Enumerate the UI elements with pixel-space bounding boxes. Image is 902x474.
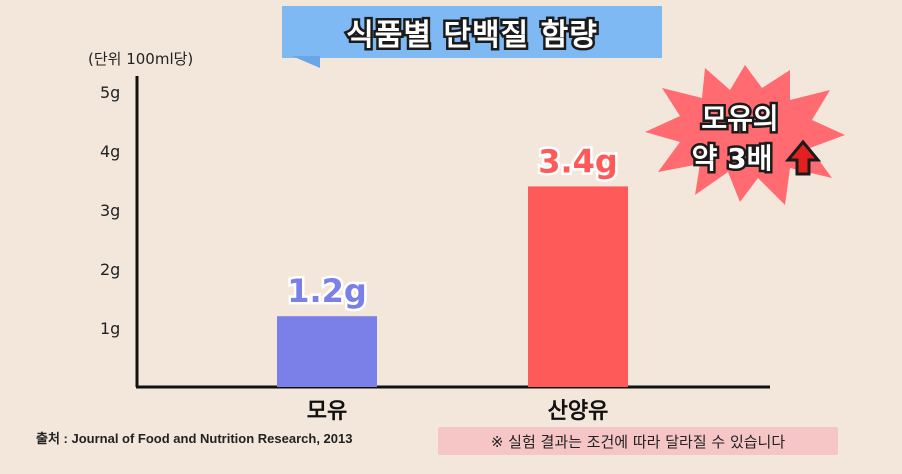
- bar: [528, 186, 628, 387]
- source-text: 출처 : Journal of Food and Nutrition Resea…: [36, 431, 353, 446]
- bar-value-label: 3.4g: [538, 142, 618, 180]
- x-category-label: 산양유: [548, 399, 609, 424]
- callout-line1: 모유의: [701, 102, 778, 135]
- up-arrow-icon: [784, 139, 822, 176]
- x-category-label: 모유: [307, 399, 347, 424]
- y-tick-label: 4g: [100, 142, 120, 161]
- y-tick-label: 2g: [100, 260, 120, 279]
- disclaimer-note: ※ 실험 결과는 조건에 따라 달라질 수 있습니다: [438, 427, 838, 455]
- y-tick-label: 5g: [100, 83, 120, 102]
- title-banner-tail: [292, 56, 320, 68]
- unit-label: (단위 100ml당): [88, 50, 194, 68]
- title-banner: 식품별 단백질 함량: [282, 6, 662, 58]
- callout-burst: 모유의 약 3배: [645, 65, 845, 205]
- callout-line2: 약 3배: [692, 142, 773, 175]
- bar: [277, 316, 377, 387]
- y-tick-label: 3g: [100, 201, 120, 220]
- burst-shape: [645, 65, 845, 205]
- chart-title: 식품별 단백질 함량: [344, 16, 600, 56]
- y-tick-label: 1g: [100, 319, 120, 338]
- bar-value-label: 1.2g: [287, 272, 367, 310]
